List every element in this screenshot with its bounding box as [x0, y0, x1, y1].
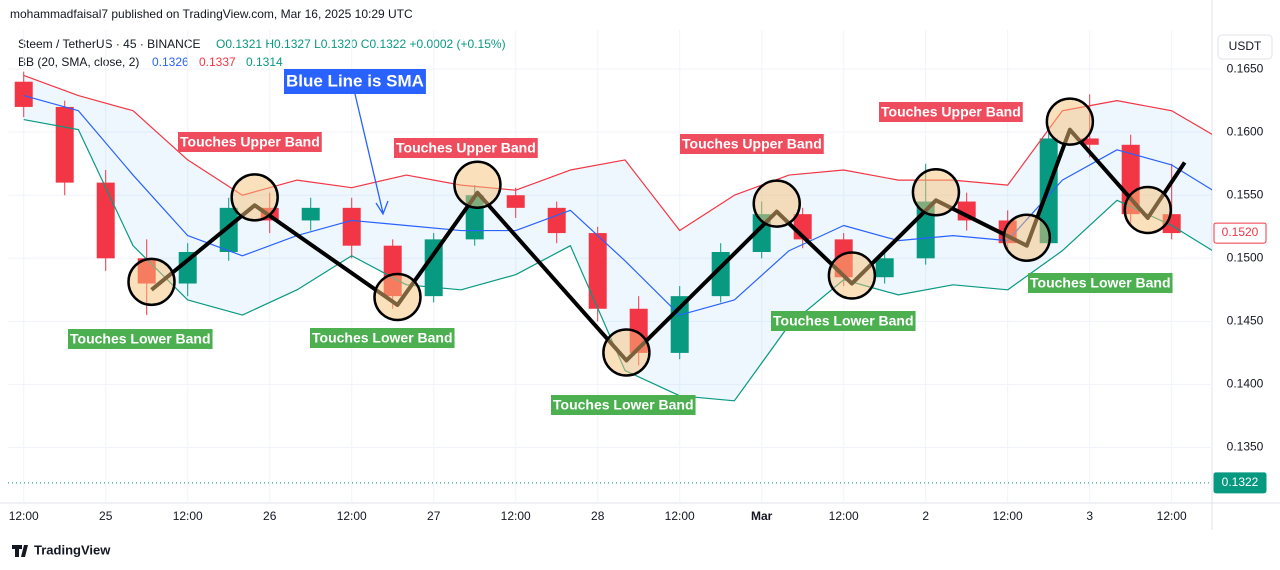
footer: TradingView	[34, 542, 111, 557]
annotation-box	[68, 329, 213, 349]
annotation-box	[771, 311, 916, 331]
candle-body	[424, 239, 443, 297]
touch-circle	[1123, 185, 1173, 235]
candle-body	[55, 106, 74, 183]
touch-circle	[752, 179, 801, 228]
symbol: Steem / TetherUS · 45 · BINANCE	[18, 37, 201, 51]
annotation: Touches Lower Band	[773, 313, 914, 329]
x-tick-label: 3	[1086, 509, 1093, 523]
candle-body	[588, 233, 607, 309]
price-tag-label: 0.1322	[1222, 475, 1259, 489]
annotation-box	[394, 138, 538, 158]
annotation-box	[1028, 273, 1173, 293]
candle-body	[301, 207, 320, 221]
touch-circle	[602, 328, 651, 377]
annotation: Touches Lower Band	[312, 330, 453, 346]
annotation-box	[879, 102, 1023, 122]
x-tick-label: 12:00	[337, 509, 367, 523]
publisher: mohammadfaisal7 published on TradingView…	[10, 7, 413, 21]
touch-circle	[1045, 97, 1095, 146]
candle-body	[670, 296, 689, 353]
y-tick-label: 0.1450	[1227, 314, 1264, 328]
annotation: Touches Upper Band	[682, 136, 822, 152]
plot	[8, 30, 1212, 503]
band-fill	[23, 75, 1212, 401]
candle-body	[219, 207, 238, 252]
zigzag-line	[150, 127, 1187, 363]
price-tag-label: 0.1520	[1222, 225, 1259, 239]
candle-body	[506, 195, 525, 208]
x-tick-label: 26	[263, 509, 277, 523]
annotation-box	[310, 328, 455, 348]
annotation: Touches Upper Band	[396, 140, 536, 156]
annotation-box	[551, 395, 696, 415]
candle-body	[1080, 138, 1099, 145]
y-tick-label: 0.1400	[1227, 377, 1264, 391]
y-tick-label: 0.1500	[1227, 250, 1264, 264]
annotation: Touches Lower Band	[553, 397, 694, 413]
x-tick-label: 27	[427, 509, 441, 523]
candle-body	[547, 207, 566, 234]
x-tick-label: 12:00	[173, 509, 203, 523]
annotation-box	[284, 69, 426, 94]
touch-circle	[127, 257, 176, 307]
touch-circle	[827, 251, 877, 300]
indicator-value: 0.1337	[199, 55, 236, 69]
indicator-value: 0.1326	[152, 55, 189, 69]
indicator-value: 0.1314	[246, 55, 283, 69]
y-tick-label: 0.1550	[1227, 187, 1264, 201]
x-tick-label: 12:00	[1157, 509, 1187, 523]
x-tick-label: 12:00	[9, 509, 39, 523]
y-tick-label: 0.1650	[1227, 61, 1264, 75]
x-tick-label: 25	[99, 509, 113, 523]
x-tick-label: Mar	[751, 509, 773, 523]
touch-circle	[911, 168, 961, 217]
x-tick-label: 2	[922, 509, 929, 523]
logo	[12, 545, 28, 557]
currency-box[interactable]	[1217, 34, 1273, 60]
x-tick-label: 12:00	[829, 509, 859, 523]
touch-circle	[230, 173, 279, 222]
indicator: BB (20, SMA, close, 2)	[18, 55, 139, 69]
annotation: Touches Upper Band	[881, 104, 1021, 120]
annotation: Touches Lower Band	[70, 331, 211, 347]
annotation: Touches Lower Band	[1030, 275, 1171, 291]
candle-body	[178, 251, 197, 284]
annotation-box	[680, 134, 824, 154]
annotation: Blue Line is SMA	[286, 71, 424, 90]
annotation: Touches Upper Band	[180, 134, 320, 150]
x-tick-label: 12:00	[501, 509, 531, 523]
x-tick-label: 12:00	[665, 509, 695, 523]
y-tick-label: 0.1350	[1227, 440, 1264, 454]
y-tick-label: 0.1600	[1227, 124, 1264, 138]
x-tick-label: 28	[591, 509, 605, 523]
price-tag	[1213, 222, 1267, 244]
x-tick-label: 12:00	[993, 509, 1023, 523]
touch-circle	[373, 272, 422, 322]
candle-body	[342, 207, 361, 246]
touch-circle	[1002, 213, 1052, 262]
price-tag	[1213, 472, 1267, 494]
band-line	[23, 74, 1212, 232]
candle-body	[14, 81, 33, 107]
currency[interactable]: USDT	[1229, 39, 1262, 53]
ohlc: O0.1321 H0.1327 L0.1320 C0.1322 +0.0002 …	[216, 37, 506, 51]
touch-circle	[453, 160, 502, 209]
candle-body	[875, 258, 894, 278]
arrow	[354, 93, 389, 216]
annotation-box	[178, 132, 322, 152]
candle-body	[96, 182, 115, 259]
